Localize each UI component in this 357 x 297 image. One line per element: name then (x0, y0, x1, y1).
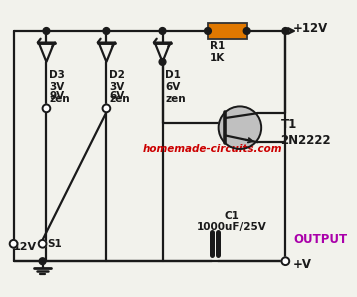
Circle shape (39, 240, 46, 248)
Text: D1
6V
zen: D1 6V zen (165, 70, 186, 105)
Circle shape (218, 106, 261, 149)
Bar (208, 23, 247, 39)
Text: S1: S1 (47, 239, 62, 249)
Circle shape (103, 28, 110, 34)
Text: +12V: +12V (293, 22, 328, 34)
Text: R1
1K: R1 1K (210, 41, 225, 63)
Circle shape (282, 257, 289, 265)
Circle shape (43, 28, 50, 34)
Circle shape (205, 28, 211, 34)
Text: D2
3V
zen: D2 3V zen (109, 70, 130, 105)
Circle shape (159, 59, 166, 65)
Circle shape (159, 28, 166, 34)
Text: C1
1000uF/25V: C1 1000uF/25V (197, 211, 267, 232)
Circle shape (42, 105, 50, 112)
Text: OUTPUT: OUTPUT (293, 233, 347, 247)
Circle shape (282, 258, 289, 265)
Text: 9V: 9V (49, 91, 65, 101)
Text: 6V: 6V (109, 91, 125, 101)
Circle shape (39, 258, 46, 265)
Circle shape (243, 28, 250, 34)
Text: +V: +V (293, 257, 312, 271)
Text: T1
2N2222: T1 2N2222 (281, 118, 331, 147)
Circle shape (102, 105, 110, 112)
Circle shape (10, 240, 17, 248)
Circle shape (282, 28, 289, 34)
Text: 12V: 12V (12, 241, 37, 252)
Text: D3
3V
zen: D3 3V zen (49, 70, 70, 105)
Text: homemade-circuits.com: homemade-circuits.com (143, 144, 283, 154)
